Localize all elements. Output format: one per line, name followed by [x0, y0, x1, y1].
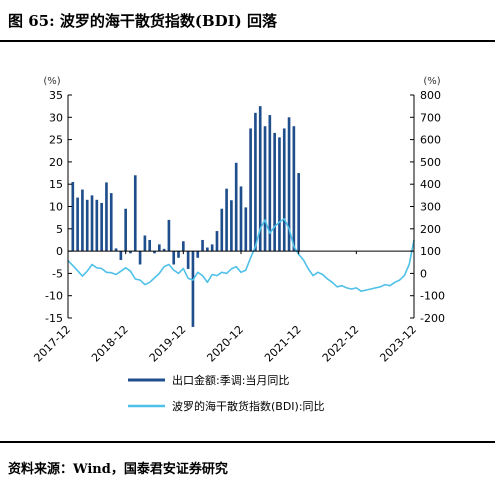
right-tick-label: 600	[420, 134, 441, 147]
chart: (%) (%) -15 -10 -5 0 5 10 15 20 25 30 35 -200 -100 0 100…	[31, 76, 445, 413]
right-axis-unit: (%)	[423, 76, 440, 87]
export-bar	[278, 137, 281, 252]
export-bar	[292, 126, 296, 252]
export-bar	[287, 117, 291, 252]
x-tick-label: 2019-12	[147, 323, 189, 365]
export-bar	[143, 235, 147, 252]
left-tick-label: 10	[49, 201, 63, 214]
export-bar	[230, 200, 233, 252]
export-bar	[105, 182, 108, 252]
export-bar	[282, 128, 286, 252]
x-tick-label: 2022-12	[320, 323, 362, 365]
export-bar	[90, 195, 94, 252]
left-tick-label: 25	[49, 134, 63, 147]
export-bar	[148, 239, 152, 252]
export-bar	[249, 128, 252, 252]
right-tick-label: 400	[420, 178, 441, 191]
export-bar	[201, 239, 204, 252]
export-bar	[177, 251, 180, 258]
right-tick-label: 700	[420, 111, 441, 124]
export-bar	[225, 188, 228, 252]
x-tick-label: 2018-12	[89, 323, 131, 365]
export-bar	[71, 181, 75, 252]
right-tick-label: -100	[420, 290, 445, 303]
export-bar	[220, 208, 224, 252]
export-bar	[258, 106, 262, 252]
left-tick-label: 15	[49, 178, 63, 191]
export-bar	[133, 175, 137, 252]
export-bar	[215, 231, 219, 252]
left-tick-label: -5	[52, 267, 63, 280]
x-tick-label: 2017-12	[31, 323, 73, 365]
x-tick-label: 2023-12	[377, 323, 419, 365]
right-tick-label: 200	[420, 223, 441, 236]
export-bar	[167, 219, 171, 252]
export-bar	[234, 162, 238, 252]
left-tick-label: 30	[49, 111, 63, 124]
export-bar	[153, 251, 156, 254]
bdi-line	[67, 218, 415, 293]
left-tick-label: 0	[56, 245, 63, 258]
right-tick-label: -200	[420, 312, 445, 325]
export-bar	[129, 251, 132, 254]
export-bar	[162, 248, 166, 252]
export-bar	[119, 251, 123, 261]
left-tick-label: 20	[49, 156, 63, 169]
x-tick-label: 2020-12	[204, 323, 246, 365]
export-bar	[297, 173, 300, 252]
export-bar	[81, 189, 84, 252]
right-tick-label: 500	[420, 156, 441, 169]
left-tick-label: 35	[49, 89, 63, 102]
left-tick-label: -10	[45, 290, 63, 303]
right-tick-label: 0	[420, 267, 427, 280]
export-bar	[109, 193, 113, 252]
export-bar	[273, 132, 276, 252]
export-bar	[85, 199, 89, 252]
export-bar	[239, 186, 243, 252]
export-bar	[263, 126, 267, 252]
right-tick-label: 800	[420, 89, 441, 102]
left-tick-label: -15	[45, 312, 63, 325]
export-bar	[186, 251, 190, 269]
right-tick-label: 100	[420, 245, 441, 258]
export-bar	[172, 251, 176, 265]
export-bar	[100, 202, 103, 252]
export-bar	[196, 251, 200, 258]
export-bar	[268, 115, 272, 252]
top-rule	[0, 40, 495, 42]
right-tick-label: 300	[420, 201, 441, 214]
export-bar	[191, 251, 195, 327]
export-bar	[76, 197, 79, 252]
export-bar	[138, 251, 142, 265]
left-tick-label: 5	[56, 223, 63, 236]
legend-label-bdi: 波罗的海干散货指数(BDI):同比	[172, 399, 325, 413]
export-bar	[114, 248, 118, 252]
x-tick-label: 2021-12	[262, 323, 304, 365]
export-bar	[157, 244, 161, 252]
export-bar	[254, 112, 257, 252]
source-note: 资料来源：Wind，国泰君安证券研究	[8, 462, 228, 477]
chart-title: 图 65: 波罗的海干散货指数(BDI) 回落	[8, 12, 277, 30]
left-axis-unit: (%)	[43, 76, 60, 87]
export-bar	[124, 208, 127, 252]
bottom-rule	[0, 441, 495, 443]
export-bar	[244, 207, 248, 252]
export-bar	[95, 199, 99, 252]
export-bar	[206, 247, 209, 252]
export-bar	[210, 244, 214, 252]
legend-label-export: 出口金额:季调:当月同比	[172, 373, 289, 387]
export-bar	[182, 241, 185, 252]
